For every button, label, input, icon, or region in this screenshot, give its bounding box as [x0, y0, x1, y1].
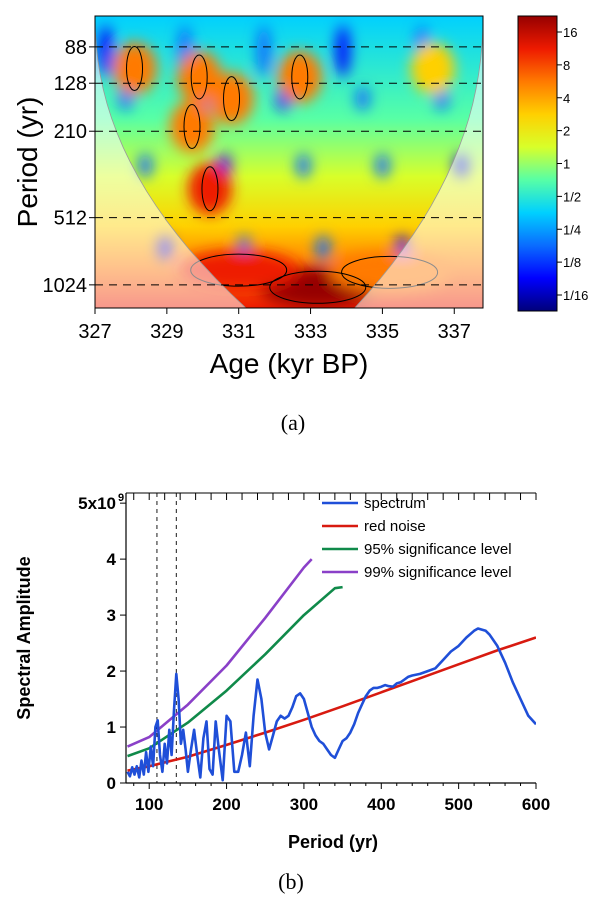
y-tick-label: 1 — [107, 718, 116, 737]
power-trough — [316, 235, 331, 260]
x-tick-label: 329 — [150, 321, 183, 343]
x-tick-label: 400 — [367, 795, 395, 814]
x-tick-label: 200 — [212, 795, 240, 814]
caption-a: (a) — [281, 410, 305, 435]
caption-b: (b) — [278, 869, 304, 894]
wavelet-frame — [94, 15, 484, 309]
legend-label: spectrum — [364, 495, 426, 512]
power-peak — [410, 42, 455, 95]
colorbar-tick-label: 16 — [563, 25, 577, 40]
x-tick-label: 333 — [294, 321, 327, 343]
power-peak — [177, 50, 222, 103]
power-peak — [170, 100, 214, 153]
spectrum-y-label: Spectral Amplitude — [14, 556, 34, 719]
power-peak — [187, 162, 232, 215]
y-tick-label: 4 — [107, 550, 117, 569]
x-tick-label: 300 — [290, 795, 318, 814]
power-trough — [296, 153, 311, 178]
y-tick-label: 210 — [54, 121, 87, 143]
significance-contour — [183, 103, 201, 149]
wavelet-x-ticks: 327 329 331 333 335 337 — [78, 308, 471, 343]
power-trough — [335, 25, 350, 78]
y-tick-label: 2 — [107, 662, 116, 681]
period-dashed-lines — [95, 46, 483, 286]
colorbar-tick-label: 1/16 — [563, 288, 588, 303]
series-line — [127, 636, 536, 772]
colorbar-tick-label: 1/2 — [563, 189, 581, 204]
spectrum-x-ticks: 100 200 300 400 500 600 — [133, 783, 550, 814]
significance-contour — [190, 54, 208, 100]
wavelet-y-ticks: 88 128 210 512 1024 — [43, 37, 95, 297]
y-tick-label: 0 — [107, 774, 116, 793]
power-trough — [355, 86, 370, 111]
legend-label: 95% significance level — [364, 541, 512, 558]
cone-of-influence-left — [95, 16, 247, 308]
y-tick-label: 512 — [54, 208, 87, 230]
series-line — [126, 558, 313, 748]
y-tick-label: 3 — [107, 606, 116, 625]
power-trough — [138, 153, 153, 178]
colorbar-tick-label: 2 — [563, 124, 570, 139]
series-line — [127, 585, 343, 758]
significance-contour — [223, 76, 241, 122]
power-trough — [98, 25, 113, 78]
x-tick-label: 600 — [522, 795, 550, 814]
colorbar-tick-label: 1 — [563, 157, 570, 172]
power-trough — [375, 153, 390, 178]
spectrum-y-ticks: 0 1 2 3 4 5x10 9 — [78, 492, 126, 793]
colorbar-tick-label: 8 — [563, 58, 570, 73]
legend-label: red noise — [364, 518, 426, 535]
series-line — [126, 627, 536, 782]
legend-label: 99% significance level — [364, 564, 512, 581]
significance-contour — [291, 54, 309, 100]
spectrum-series — [126, 558, 536, 782]
y-tick-label: 1024 — [43, 275, 88, 297]
spectrum-x-label: Period (yr) — [288, 832, 378, 852]
cone-of-influence-right — [354, 16, 483, 308]
wavelet-x-label: Age (kyr BP) — [210, 348, 369, 379]
colorbar-tick-label: 4 — [563, 91, 570, 106]
y-exponent: 9 — [118, 492, 124, 504]
y-tick-label: 5x10 — [78, 494, 116, 513]
x-tick-label: 335 — [366, 321, 399, 343]
x-tick-label: 500 — [444, 795, 472, 814]
significance-contour — [201, 166, 219, 212]
significance-contours — [126, 46, 439, 304]
spectrum-panel: 0 1 2 3 4 5x10 9 100 200 300 400 500 600 Period (yr… — [14, 492, 550, 894]
x-tick-label: 337 — [438, 321, 471, 343]
colorbar-tick-label: 1/4 — [563, 222, 581, 237]
significance-contour — [126, 46, 144, 92]
power-peak — [112, 42, 157, 95]
power-trough — [256, 25, 271, 78]
x-tick-label: 327 — [78, 321, 111, 343]
y-tick-label: 128 — [54, 73, 87, 95]
significance-contour — [269, 270, 367, 304]
x-tick-label: 331 — [222, 321, 255, 343]
spectrum-dashed-lines — [156, 493, 177, 783]
wavelet-y-label: Period (yr) — [12, 97, 43, 228]
spectrum-top-ticks — [133, 493, 537, 500]
spectrum-legend: spectrum red noise 95% significance level 9… — [322, 495, 512, 581]
power-peak — [277, 50, 322, 103]
colorbar — [517, 15, 558, 312]
power-peak — [209, 72, 254, 125]
colorbar-tick-label: 1/8 — [563, 255, 581, 270]
colorbar-ticks: 16 8 4 2 1 1/2 1/4 1/8 1/16 — [557, 25, 588, 303]
x-tick-label: 100 — [135, 795, 163, 814]
y-tick-label: 88 — [65, 37, 87, 59]
